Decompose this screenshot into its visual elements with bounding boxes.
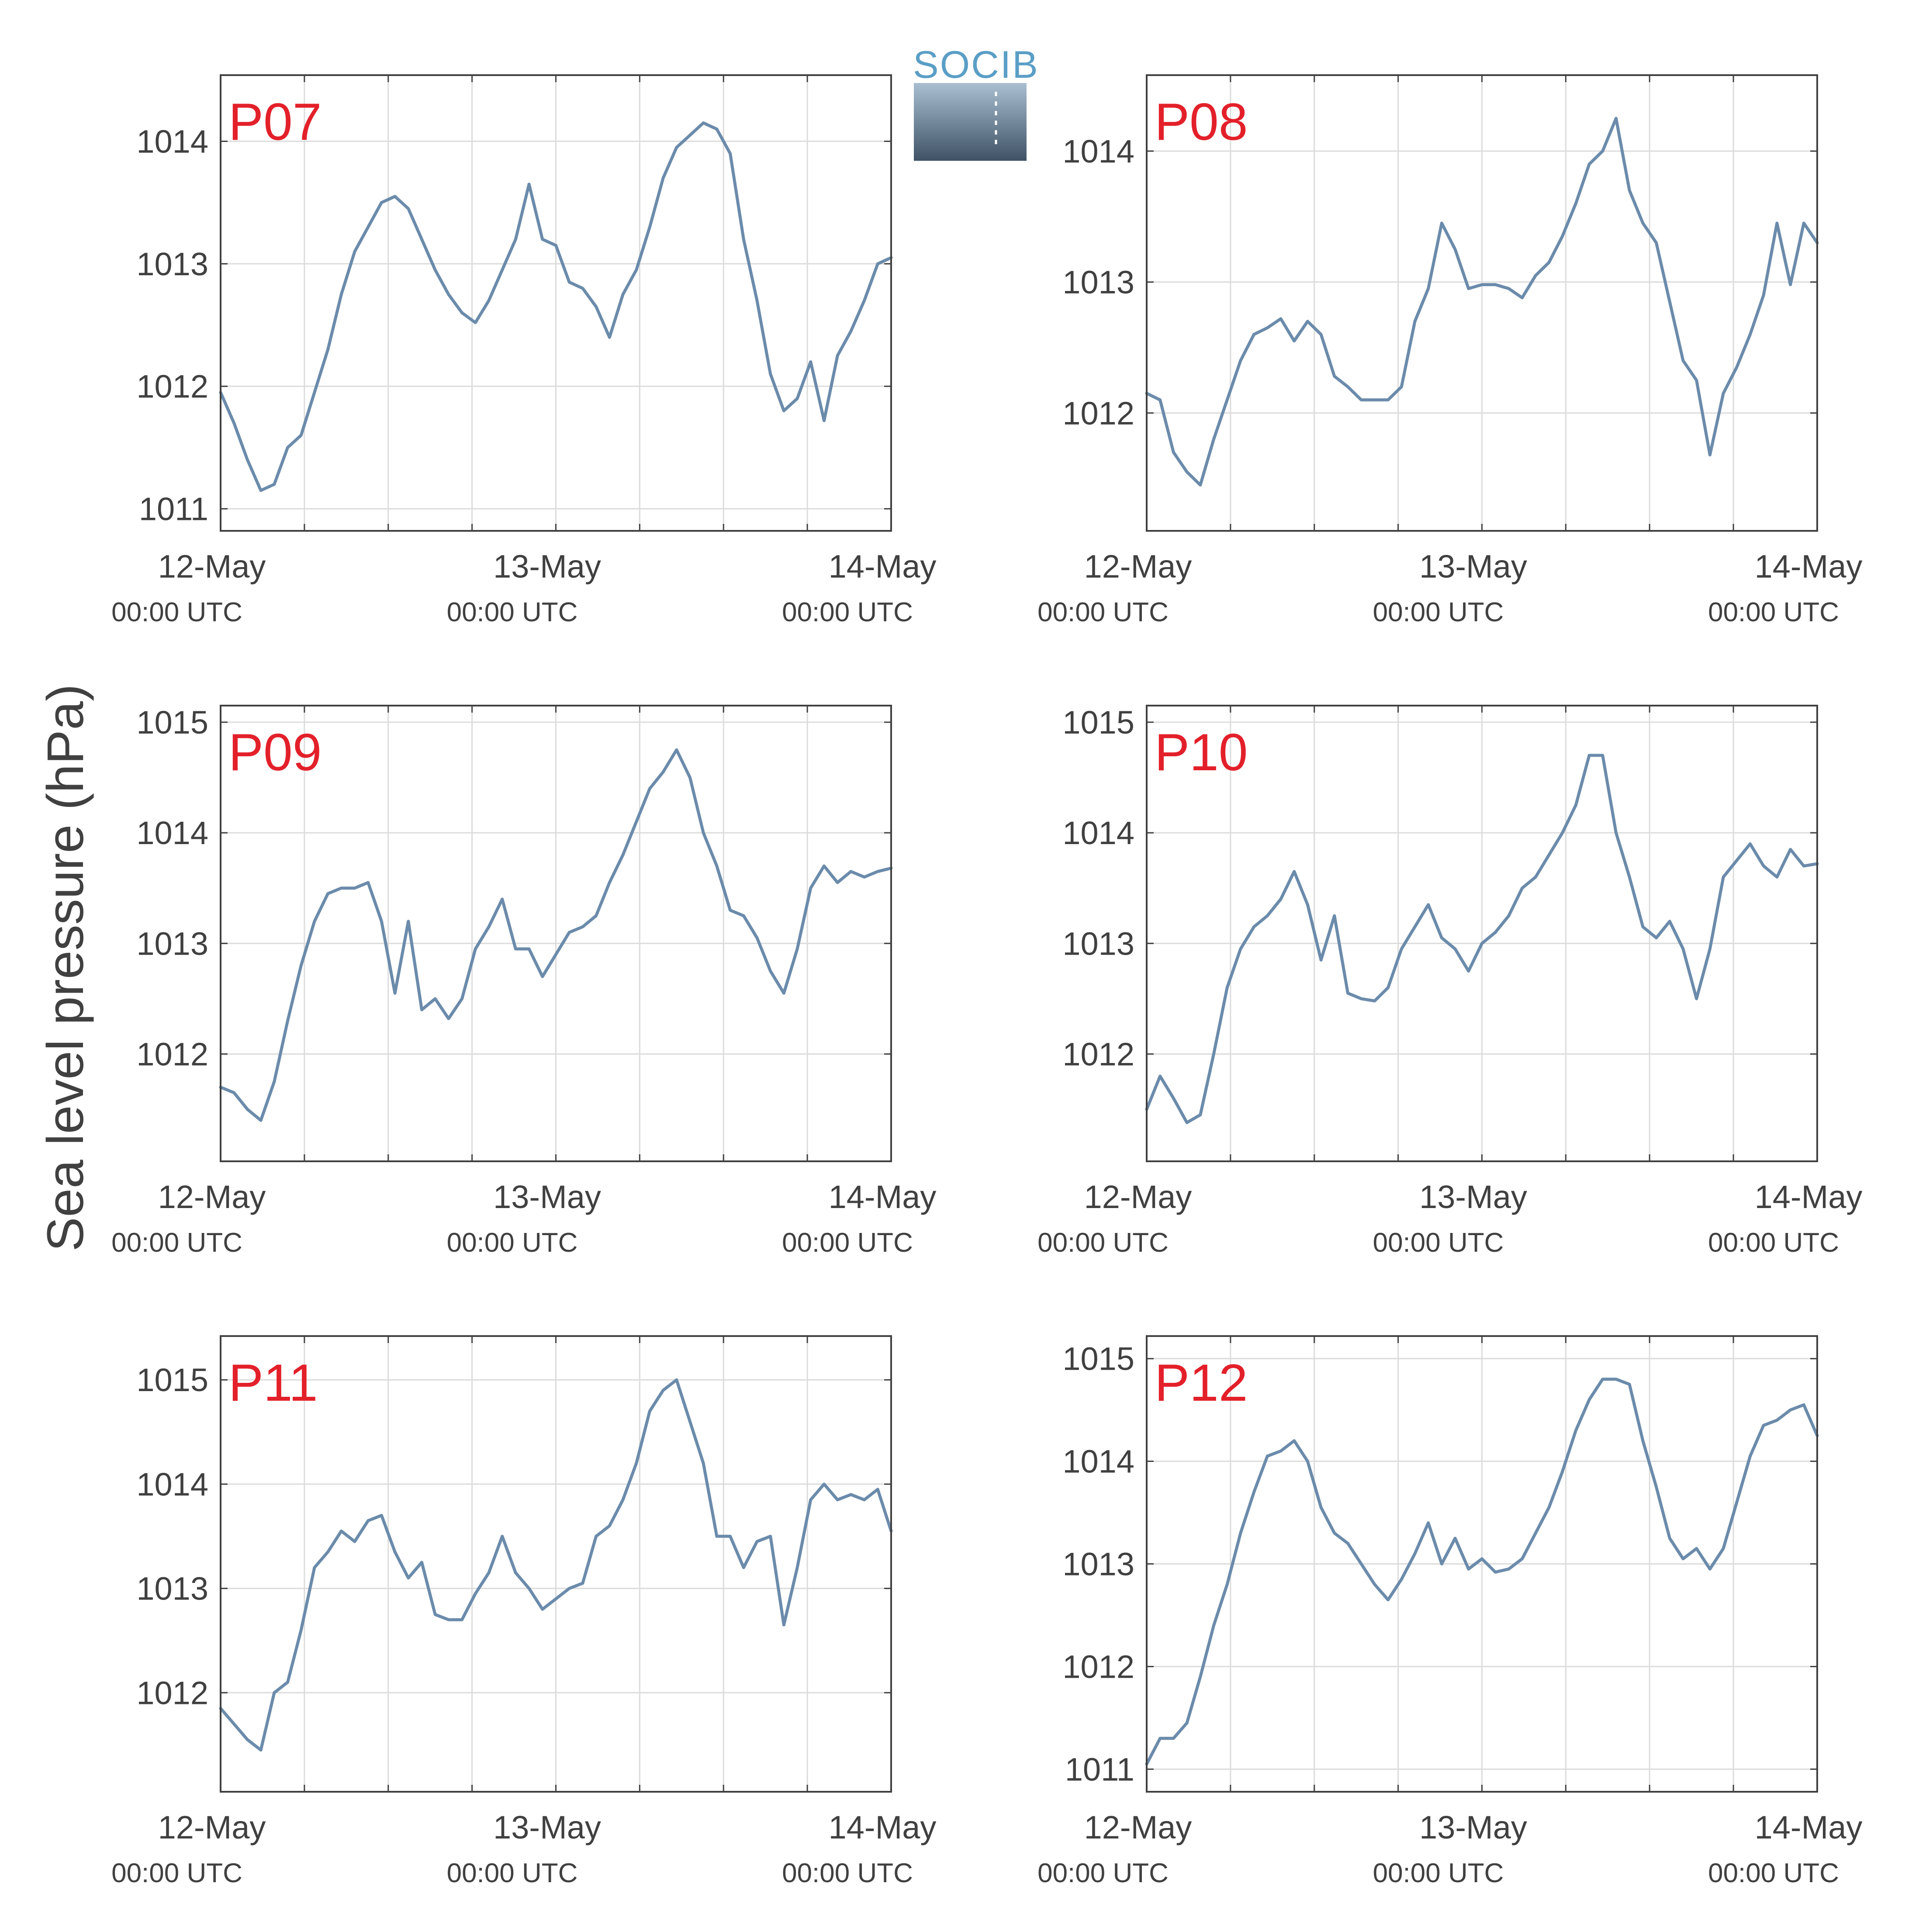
y-tick-label: 1013	[1062, 1546, 1134, 1582]
axes-frame	[1146, 74, 1818, 532]
series-line	[219, 1378, 893, 1752]
y-gridlines: 1011 1012 1013 1014	[136, 123, 891, 527]
y-gridlines: 1012 1013 1014 1015	[136, 1362, 891, 1711]
x-tick-label: 12-May	[1084, 1809, 1192, 1845]
x-gridlines	[1230, 75, 1734, 531]
y-tick-label: 1013	[136, 1571, 208, 1607]
series-line	[219, 121, 893, 492]
y-tick-label: 1013	[1062, 925, 1134, 962]
x-tick-sublabel: 00:00 UTC	[1373, 597, 1504, 627]
y-gridlines: 1011 1012 1013 1014 1015	[1062, 1341, 1817, 1787]
x-tick-sublabel: 00:00 UTC	[1708, 1858, 1839, 1888]
y-tick-label: 1014	[136, 815, 208, 851]
x-tick-sublabel: 00:00 UTC	[1037, 1858, 1169, 1888]
chart-panels: 1011 1012 1013 1014 12-May 00:00 UTC 13-May 00:…	[111, 74, 1863, 1888]
y-tick-label: 1015	[1062, 704, 1134, 741]
y-tick-label: 1011	[139, 491, 208, 527]
y-tick-label: 1014	[1062, 133, 1134, 170]
x-tick-sublabel: 00:00 UTC	[1373, 1858, 1504, 1888]
y-tick-label: 1014	[136, 1466, 208, 1503]
x-tick-sublabel: 00:00 UTC	[447, 1858, 578, 1888]
x-tick-label: 13-May	[493, 548, 601, 585]
panel-label: P09	[228, 723, 322, 782]
x-tick-label: 14-May	[1755, 1179, 1863, 1215]
panel-p12: 1011 1012 1013 1014 1015 12-May 00:00 UTC 13-Ma…	[1037, 1335, 1863, 1888]
y-tick-label: 1012	[1062, 1648, 1134, 1685]
x-tick-sublabel: 00:00 UTC	[447, 597, 578, 627]
y-tick-label: 1013	[136, 925, 208, 962]
logo-text: SOCIB	[913, 43, 1039, 86]
x-tick-label: 12-May	[1084, 548, 1192, 585]
x-gridlines	[304, 706, 808, 1161]
x-tick-label: 14-May	[829, 548, 937, 585]
x-tick-label: 14-May	[1755, 548, 1863, 585]
axes-frame	[220, 74, 892, 532]
axes-frame	[1146, 1335, 1818, 1793]
axes-frame	[220, 1335, 892, 1793]
y-tick-label: 1013	[1062, 264, 1134, 301]
socib-logo: SOCIB	[913, 43, 1039, 161]
x-gridlines	[304, 1336, 808, 1792]
x-tick-sublabel: 00:00 UTC	[111, 1228, 242, 1258]
x-tick-label: 12-May	[1084, 1179, 1192, 1215]
panel-label: P12	[1155, 1354, 1248, 1412]
x-tick-label: 12-May	[158, 548, 266, 585]
panel-label: P11	[228, 1354, 318, 1412]
x-tick-sublabel: 00:00 UTC	[447, 1228, 578, 1258]
x-tick-label: 14-May	[1755, 1809, 1863, 1845]
x-tick-sublabel: 00:00 UTC	[111, 1858, 242, 1888]
x-tick-label: 12-May	[158, 1809, 266, 1845]
panel-p11: 1012 1013 1014 1015 12-May 00:00 UTC 13-May 00:…	[111, 1335, 937, 1888]
y-tick-label: 1012	[1062, 395, 1134, 431]
panel-label: P07	[228, 93, 322, 151]
y-tick-label: 1012	[1062, 1036, 1134, 1072]
x-tick-sublabel: 00:00 UTC	[782, 1858, 913, 1888]
x-gridlines	[304, 75, 808, 531]
y-tick-label: 1012	[136, 1036, 208, 1072]
panel-label: P08	[1155, 93, 1248, 151]
x-tick-label: 14-May	[829, 1179, 937, 1215]
x-tick-sublabel: 00:00 UTC	[1373, 1228, 1504, 1258]
panel-p10: 1012 1013 1014 1015 12-May 00:00 UTC 13-May 00:…	[1037, 704, 1862, 1258]
y-gridlines: 1012 1013 1014 1015	[136, 704, 891, 1072]
y-tick-label: 1014	[1062, 1444, 1134, 1480]
series-line	[1145, 1378, 1819, 1766]
y-tick-label: 1011	[1065, 1751, 1134, 1787]
x-tick-sublabel: 00:00 UTC	[782, 597, 913, 627]
panel-p07: 1011 1012 1013 1014 12-May 00:00 UTC 13-May 00:…	[111, 74, 937, 627]
series-line	[1145, 117, 1819, 487]
x-tick-sublabel: 00:00 UTC	[1708, 1228, 1839, 1258]
y-tick-label: 1015	[136, 1362, 208, 1398]
y-tick-label: 1012	[136, 1675, 208, 1711]
x-tick-sublabel: 00:00 UTC	[1708, 597, 1839, 627]
x-tick-label: 13-May	[493, 1809, 601, 1845]
x-tick-label: 12-May	[158, 1179, 266, 1215]
x-tick-label: 13-May	[493, 1179, 601, 1215]
panel-p08: 1012 1013 1014 12-May 00:00 UTC 13-May 00:00 U…	[1037, 74, 1863, 627]
series-line	[219, 748, 893, 1122]
logo-water-icon	[914, 83, 1027, 161]
x-tick-label: 13-May	[1419, 548, 1527, 585]
x-tick-label: 13-May	[1419, 1179, 1527, 1215]
x-tick-sublabel: 00:00 UTC	[111, 597, 242, 627]
x-tick-label: 14-May	[829, 1809, 937, 1845]
y-axis-label: Sea level pressure (hPa)	[37, 684, 94, 1252]
y-tick-label: 1013	[136, 246, 208, 282]
y-tick-label: 1015	[1062, 1341, 1134, 1377]
y-tick-label: 1014	[136, 123, 208, 159]
y-tick-label: 1014	[1062, 815, 1134, 851]
x-tick-sublabel: 00:00 UTC	[1037, 597, 1169, 627]
x-tick-label: 13-May	[1419, 1809, 1527, 1845]
axes-frame	[220, 705, 892, 1162]
panel-label: P10	[1155, 723, 1248, 782]
x-tick-sublabel: 00:00 UTC	[1037, 1228, 1169, 1258]
y-tick-label: 1015	[136, 704, 208, 741]
y-tick-label: 1012	[136, 368, 208, 405]
y-gridlines: 1012 1013 1014	[1062, 133, 1817, 431]
panel-p09: 1012 1013 1014 1015 12-May 00:00 UTC 13-May 00:…	[111, 704, 936, 1258]
axes-frame	[1146, 705, 1818, 1162]
x-tick-sublabel: 00:00 UTC	[782, 1228, 913, 1258]
series-line	[1145, 754, 1819, 1124]
